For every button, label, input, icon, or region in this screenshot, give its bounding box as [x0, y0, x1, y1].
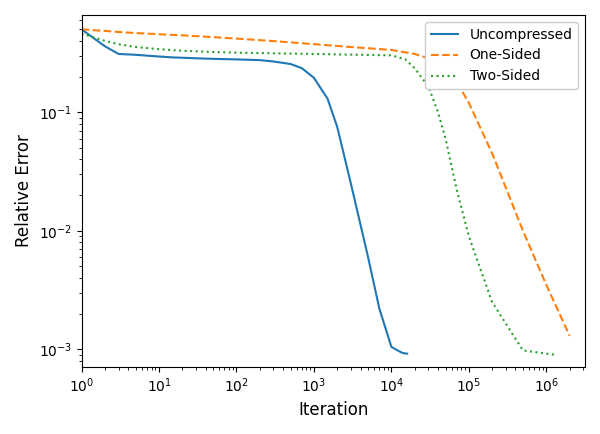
- Two-Sided: [101, 38, 109, 43]
- Two-Sided: [401, 56, 409, 62]
- Uncompressed: [347, 181, 355, 186]
- One-Sided: [442, 66, 449, 71]
- X-axis label: Iteration: Iteration: [298, 401, 368, 419]
- Uncompressed: [209, 56, 217, 62]
- One-Sided: [233, 36, 240, 41]
- Y-axis label: Relative Error: Relative Error: [15, 135, 33, 247]
- Uncompressed: [256, 58, 263, 63]
- Line: Uncompressed: Uncompressed: [82, 30, 407, 354]
- Two-Sided: [442, 136, 449, 141]
- Two-Sided: [542, 351, 550, 356]
- Two-Sided: [434, 110, 442, 115]
- One-Sided: [78, 27, 85, 32]
- One-Sided: [425, 56, 432, 61]
- Two-Sided: [347, 52, 355, 57]
- Two-Sided: [520, 348, 527, 353]
- Uncompressed: [115, 51, 122, 56]
- Two-Sided: [209, 49, 217, 55]
- Uncompressed: [376, 306, 383, 311]
- One-Sided: [388, 47, 395, 53]
- One-Sided: [101, 28, 109, 33]
- One-Sided: [132, 30, 139, 36]
- One-Sided: [347, 44, 355, 49]
- Two-Sided: [488, 299, 496, 305]
- Uncompressed: [143, 53, 151, 58]
- Two-Sided: [179, 48, 186, 53]
- Uncompressed: [155, 54, 163, 59]
- Two-Sided: [155, 46, 163, 52]
- Uncompressed: [394, 348, 401, 353]
- Two-Sided: [388, 53, 395, 58]
- Two-Sided: [453, 187, 460, 193]
- Uncompressed: [193, 56, 200, 61]
- Uncompressed: [404, 351, 411, 356]
- Two-Sided: [115, 42, 122, 47]
- One-Sided: [465, 100, 472, 105]
- One-Sided: [209, 35, 217, 40]
- One-Sided: [270, 39, 277, 44]
- One-Sided: [566, 333, 573, 339]
- One-Sided: [520, 228, 527, 233]
- Uncompressed: [310, 75, 317, 80]
- Legend: Uncompressed, One-Sided, Two-Sided: Uncompressed, One-Sided, Two-Sided: [425, 22, 578, 89]
- Uncompressed: [324, 96, 331, 101]
- Two-Sided: [551, 352, 559, 357]
- Uncompressed: [287, 62, 294, 67]
- One-Sided: [179, 33, 186, 38]
- Two-Sided: [425, 84, 432, 89]
- Two-Sided: [465, 233, 472, 239]
- Line: One-Sided: One-Sided: [82, 30, 569, 336]
- One-Sided: [488, 151, 496, 156]
- Uncompressed: [179, 55, 186, 60]
- Two-Sided: [270, 51, 277, 56]
- One-Sided: [310, 42, 317, 47]
- Uncompressed: [399, 351, 406, 356]
- Line: Two-Sided: Two-Sided: [82, 34, 555, 355]
- One-Sided: [453, 79, 460, 85]
- Uncompressed: [101, 44, 109, 49]
- One-Sided: [542, 282, 550, 287]
- One-Sided: [411, 51, 418, 56]
- Two-Sided: [233, 50, 240, 55]
- Two-Sided: [78, 31, 85, 36]
- Two-Sided: [132, 44, 139, 49]
- Uncompressed: [132, 52, 139, 57]
- Uncompressed: [298, 66, 305, 71]
- Uncompressed: [364, 254, 371, 260]
- Uncompressed: [169, 55, 176, 60]
- Uncompressed: [270, 59, 277, 64]
- Uncompressed: [233, 57, 240, 62]
- Uncompressed: [78, 27, 85, 32]
- Uncompressed: [334, 125, 341, 130]
- One-Sided: [115, 30, 122, 35]
- Two-Sided: [411, 66, 418, 71]
- One-Sided: [155, 32, 163, 37]
- Two-Sided: [310, 51, 317, 56]
- Uncompressed: [388, 344, 395, 349]
